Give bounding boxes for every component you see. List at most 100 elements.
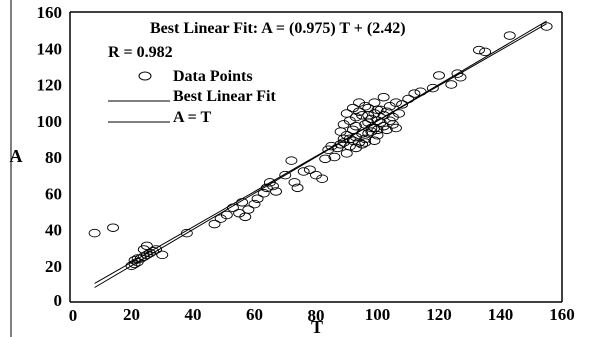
x-tick-label: 0 (69, 306, 78, 325)
plot-frame (10, 0, 563, 337)
data-point (220, 210, 233, 220)
data-point (343, 141, 356, 151)
data-point (362, 129, 375, 138)
data-point (396, 100, 409, 109)
data-point (393, 109, 405, 118)
x-tick-label: 160 (549, 305, 575, 324)
x-tick-label: 40 (185, 305, 202, 324)
data-point (236, 198, 249, 207)
data-point (328, 152, 341, 162)
data-point (325, 141, 338, 151)
data-point (365, 123, 378, 133)
data-point (147, 246, 159, 256)
legend-label-identity-line: A = T (173, 109, 212, 126)
data-point (371, 125, 384, 135)
chart-title: Best Linear Fit: A = (0.975) T + (2.42) (150, 20, 406, 37)
data-point (251, 194, 264, 203)
data-point (337, 134, 350, 144)
data-point (279, 170, 292, 180)
data-point (257, 188, 270, 198)
data-point (380, 107, 393, 116)
y-tick-label: 100 (37, 112, 63, 131)
data-point (374, 105, 387, 115)
data-point (390, 123, 402, 133)
data-point (402, 94, 415, 104)
data-point (359, 138, 372, 147)
data-point (350, 143, 362, 153)
data-point (390, 98, 402, 107)
y-tick-labels: 0 20 40 60 80 100 120 140 160 (37, 3, 63, 310)
data-point (242, 205, 255, 214)
legend-label-fit-line: Best Linear Fit (173, 88, 276, 105)
fit-lines (94, 20, 547, 288)
data-point (362, 111, 375, 120)
data-point (343, 116, 356, 125)
data-point (433, 71, 445, 80)
data-point (408, 89, 421, 98)
data-point (426, 83, 439, 93)
x-tick-label: 140 (488, 305, 514, 324)
y-tick-label: 80 (45, 148, 62, 167)
data-point (350, 121, 362, 131)
data-point (150, 245, 163, 254)
identity-line (94, 20, 547, 288)
data-point (131, 254, 144, 263)
data-point (445, 80, 458, 89)
data-point (371, 105, 384, 115)
data-point (270, 187, 282, 196)
data-point (267, 181, 279, 191)
data-point (359, 101, 372, 111)
data-point (540, 22, 553, 31)
data-point (88, 228, 101, 238)
data-point (340, 109, 353, 118)
data-point (414, 87, 427, 96)
data-point (107, 223, 120, 232)
data-point (128, 256, 141, 265)
data-point (377, 92, 390, 102)
data-point (128, 259, 141, 269)
data-point (368, 136, 381, 145)
data-point (350, 132, 362, 142)
best-linear-fit-line (94, 23, 547, 284)
x-tick-label: 100 (365, 305, 391, 324)
y-tick-label: 60 (45, 184, 62, 203)
y-tick-label: 140 (37, 39, 63, 58)
data-point (479, 47, 492, 57)
data-points (88, 22, 553, 271)
data-point (137, 245, 150, 254)
x-tick-label: 120 (426, 305, 452, 324)
y-tick-label: 160 (37, 3, 63, 22)
data-point (340, 149, 353, 158)
data-point (288, 178, 301, 187)
data-point (248, 199, 261, 209)
data-point (156, 250, 169, 260)
legend: Data Points Best Linear Fit A = T (108, 68, 276, 126)
x-tick-label: 80 (308, 306, 325, 325)
data-point (180, 228, 193, 238)
data-point (303, 165, 316, 174)
legend-marker-circle (138, 71, 152, 81)
data-point (260, 183, 273, 193)
data-point (334, 140, 347, 149)
legend-label-data-points: Data Points (173, 68, 253, 85)
data-point (359, 134, 372, 144)
data-point (346, 103, 359, 113)
data-point (380, 125, 393, 135)
data-point (227, 203, 239, 212)
y-axis-label: A (10, 146, 23, 166)
data-point (319, 154, 332, 164)
x-tick-label: 60 (246, 305, 263, 324)
data-point (503, 31, 516, 40)
data-point (297, 167, 310, 176)
data-point (371, 130, 384, 140)
x-tick-labels: 0 20 40 60 80 100 120 140 160 (69, 305, 575, 325)
data-point (208, 219, 221, 229)
y-tick-label: 0 (54, 291, 63, 310)
data-point (356, 111, 369, 120)
y-tick-label: 120 (37, 76, 63, 95)
data-point (473, 45, 485, 55)
data-point (285, 156, 298, 165)
r-value-annotation: R = 0.982 (108, 44, 173, 61)
data-point (291, 183, 304, 193)
